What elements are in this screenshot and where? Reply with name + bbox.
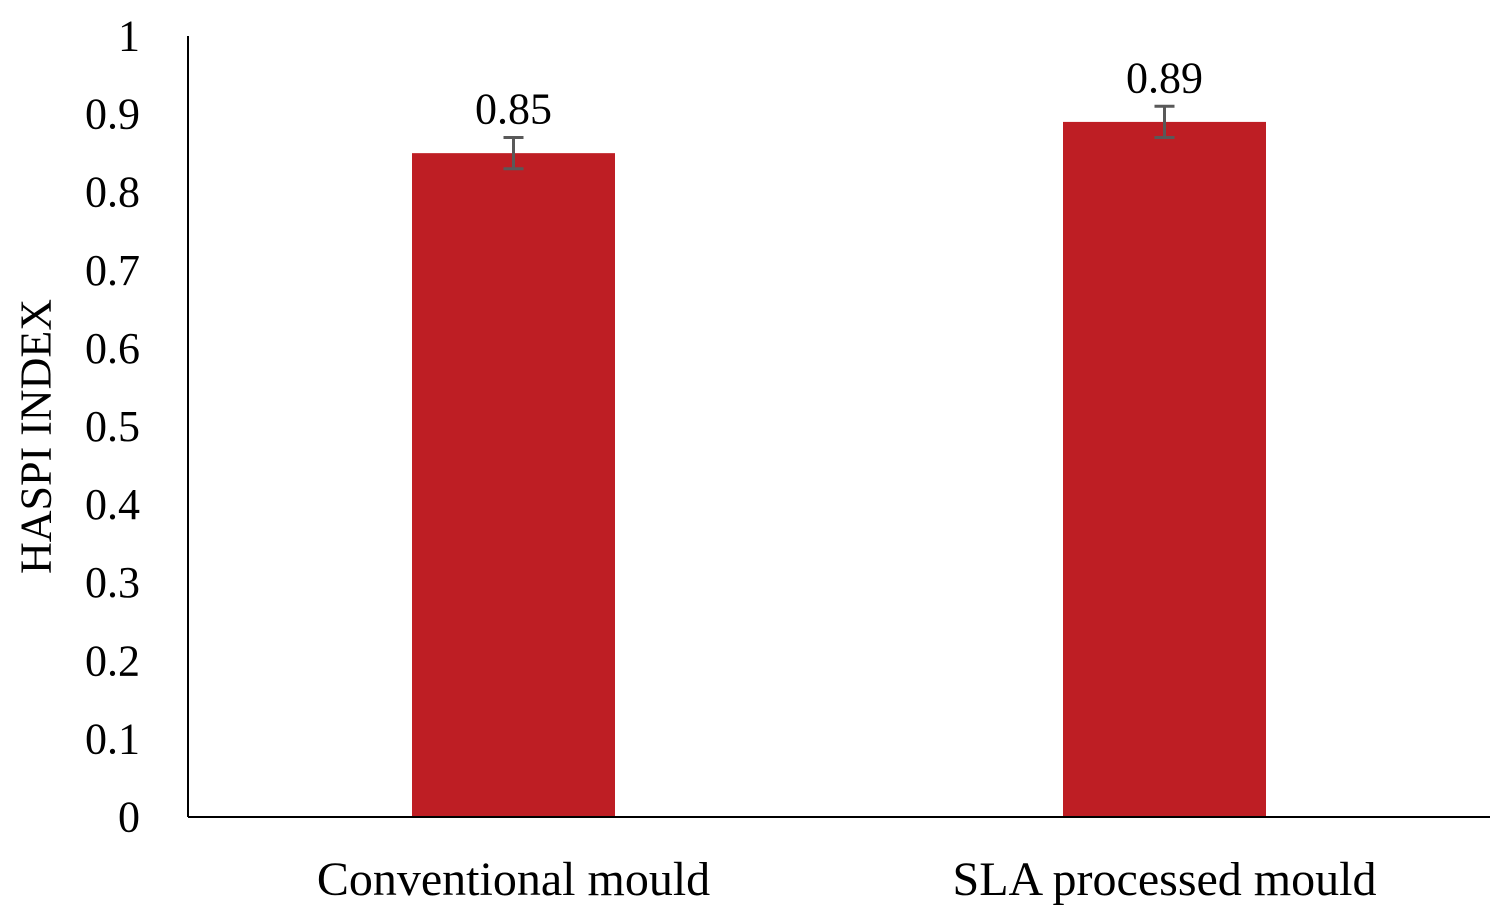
y-tick-label: 0 [118,793,140,842]
y-tick-label: 0.2 [85,636,140,685]
error-bar [503,136,524,171]
y-tick-label: 0.9 [85,90,140,139]
error-bars [503,104,1175,171]
category-label: SLA processed mould [953,853,1377,906]
error-bar [1154,104,1175,140]
y-tick-label: 0.3 [85,558,140,607]
bars [412,121,1266,817]
y-tick-label: 0.5 [85,402,140,451]
data-label: 0.89 [1126,53,1203,102]
bar [412,153,615,817]
y-tick-label: 0.1 [85,714,140,763]
y-tick-label: 0.4 [85,480,140,529]
y-tick-labels: 0 0.1 0.2 0.3 0.4 0.5 0.6 0.7 0.8 0.9 1 [85,12,140,842]
y-tick-label: 1 [118,12,140,61]
data-label: 0.85 [475,85,552,134]
data-labels: 0.85 0.89 [475,53,1203,133]
category-label: Conventional mould [317,853,710,906]
category-labels: Conventional mould SLA processed mould [317,853,1377,906]
y-tick-label: 0.8 [85,168,140,217]
y-tick-label: 0.6 [85,324,140,373]
y-tick-label: 0.7 [85,246,140,295]
bar [1063,121,1266,817]
y-axis-title: HASPI INDEX [12,299,61,574]
